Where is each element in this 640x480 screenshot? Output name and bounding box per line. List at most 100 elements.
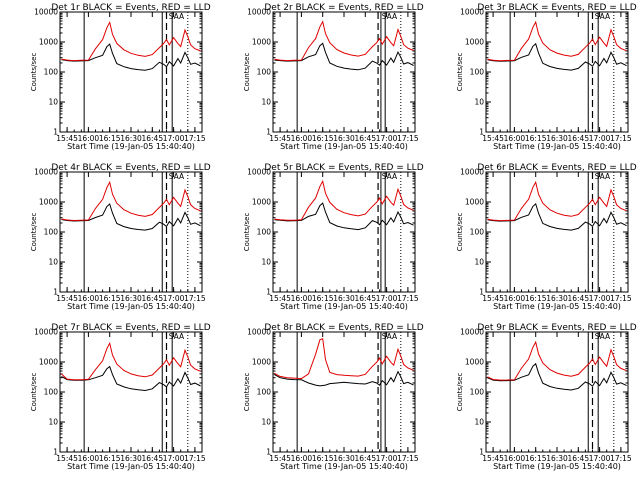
- x-tick-label: 16:15: [525, 294, 547, 303]
- x-tick-label: 15:45: [56, 294, 78, 303]
- series-line-events: [487, 42, 627, 71]
- x-tick-label: 17:00: [376, 134, 398, 143]
- x-tick-label: 16:45: [567, 134, 589, 143]
- x-tick-label: 17:00: [163, 294, 185, 303]
- saa-label: SAA: [595, 172, 611, 181]
- y-axis-label: Counts/sec: [30, 373, 38, 412]
- y-tick-label: 10000: [34, 8, 58, 17]
- x-tick-label: 16:15: [525, 134, 547, 143]
- x-tick-label: 15:45: [482, 134, 504, 143]
- saa-label: SAA: [169, 12, 185, 21]
- x-tick-label: 17:15: [397, 134, 419, 143]
- y-tick-label: 10000: [34, 328, 58, 337]
- x-tick-label: 17:00: [589, 134, 611, 143]
- series-line-lld: [274, 179, 414, 221]
- series-line-lld: [61, 341, 201, 381]
- plot-frame: [59, 171, 203, 293]
- saa-label: SAA: [169, 172, 185, 181]
- panel-det-1: Det 1r BLACK = Events, RED = LLD 1 10 100 10…: [30, 3, 211, 151]
- x-tick-label: 16:30: [120, 134, 142, 143]
- plot-frame: [59, 331, 203, 453]
- series-line-events: [61, 43, 201, 71]
- series-line-events: [487, 203, 627, 231]
- y-tick-label: 10000: [247, 8, 271, 17]
- panel-title: Det 5r BLACK = Events, RED = LLD: [264, 163, 423, 173]
- saa-label: SAA: [382, 332, 398, 341]
- series-line-events: [61, 365, 201, 392]
- y-tick-label: 100: [44, 228, 59, 237]
- panel-det-8: Det 8r BLACK = Events, RED = LLD 1 10 100 10…: [243, 323, 424, 471]
- y-tick-label: 1: [479, 288, 484, 297]
- x-tick-label: 16:00: [78, 454, 100, 463]
- y-tick-label: 1: [53, 128, 58, 137]
- panel-det-6: Det 6r BLACK = Events, RED = LLD 1 10 100 10…: [456, 163, 637, 311]
- y-tick-label: 1000: [465, 38, 484, 47]
- y-tick-label: 1: [479, 128, 484, 137]
- panel-title: Det 6r BLACK = Events, RED = LLD: [477, 163, 636, 173]
- x-tick-label: 15:45: [56, 454, 78, 463]
- y-tick-label: 10: [474, 258, 484, 267]
- y-tick-label: 1000: [465, 198, 484, 207]
- y-tick-label: 1: [479, 448, 484, 457]
- x-tick-label: 16:15: [99, 134, 121, 143]
- y-tick-label: 1: [266, 288, 271, 297]
- x-tick-label: 16:45: [141, 134, 163, 143]
- y-axis-label: Counts/sec: [30, 53, 38, 92]
- x-tick-label: 16:00: [78, 294, 100, 303]
- x-axis-label: Start Time (19-Jan-05 15:40:40): [493, 302, 621, 311]
- x-axis-label: Start Time (19-Jan-05 15:40:40): [493, 462, 621, 471]
- saa-label: SAA: [382, 12, 398, 21]
- x-tick-label: 17:00: [376, 454, 398, 463]
- y-tick-label: 10: [48, 258, 58, 267]
- x-tick-label: 17:00: [589, 294, 611, 303]
- y-tick-label: 100: [257, 228, 272, 237]
- panel-det-2: Det 2r BLACK = Events, RED = LLD 1 10 100 10…: [243, 3, 424, 151]
- y-tick-label: 100: [470, 68, 485, 77]
- x-tick-label: 16:30: [333, 454, 355, 463]
- x-tick-label: 16:45: [567, 294, 589, 303]
- y-tick-label: 1: [53, 448, 58, 457]
- x-tick-label: 17:15: [184, 134, 206, 143]
- plot-frame: [272, 171, 416, 293]
- y-tick-label: 10: [48, 98, 58, 107]
- y-tick-label: 10: [474, 98, 484, 107]
- y-tick-label: 1000: [252, 198, 271, 207]
- x-tick-label: 17:15: [610, 134, 632, 143]
- y-tick-label: 10: [474, 418, 484, 427]
- y-tick-label: 1000: [39, 198, 58, 207]
- panel-det-9: Det 9r BLACK = Events, RED = LLD 1 10 100 10…: [456, 323, 637, 471]
- series-line-lld: [487, 340, 627, 381]
- x-axis-label: Start Time (19-Jan-05 15:40:40): [67, 142, 195, 151]
- x-tick-label: 16:00: [291, 454, 313, 463]
- x-axis-label: Start Time (19-Jan-05 15:40:40): [493, 142, 621, 151]
- x-tick-label: 16:15: [99, 294, 121, 303]
- x-tick-label: 17:15: [184, 454, 206, 463]
- y-tick-label: 10000: [247, 328, 271, 337]
- x-tick-label: 16:45: [141, 454, 163, 463]
- x-tick-label: 16:30: [120, 454, 142, 463]
- x-tick-label: 16:45: [354, 294, 376, 303]
- plot-frame: [59, 11, 203, 133]
- y-tick-label: 100: [44, 68, 59, 77]
- y-tick-label: 100: [470, 388, 485, 397]
- x-tick-label: 16:15: [99, 454, 121, 463]
- x-tick-label: 15:45: [269, 294, 291, 303]
- y-tick-label: 100: [44, 388, 59, 397]
- y-tick-label: 1: [53, 288, 58, 297]
- plot-frame: [485, 331, 629, 453]
- x-tick-label: 17:15: [397, 294, 419, 303]
- x-tick-label: 15:45: [56, 134, 78, 143]
- series-line-lld: [61, 20, 201, 62]
- y-tick-label: 10000: [34, 168, 58, 177]
- y-tick-label: 100: [257, 68, 272, 77]
- x-tick-label: 15:45: [482, 454, 504, 463]
- y-tick-label: 1000: [39, 358, 58, 367]
- y-axis-label: Counts/sec: [456, 373, 464, 412]
- panel-title: Det 4r BLACK = Events, RED = LLD: [51, 163, 210, 173]
- series-line-lld: [274, 338, 414, 380]
- panel-title: Det 3r BLACK = Events, RED = LLD: [477, 3, 636, 13]
- x-tick-label: 16:30: [546, 134, 568, 143]
- panel-title: Det 8r BLACK = Events, RED = LLD: [264, 323, 423, 333]
- x-tick-label: 17:15: [397, 454, 419, 463]
- y-tick-label: 10000: [247, 168, 271, 177]
